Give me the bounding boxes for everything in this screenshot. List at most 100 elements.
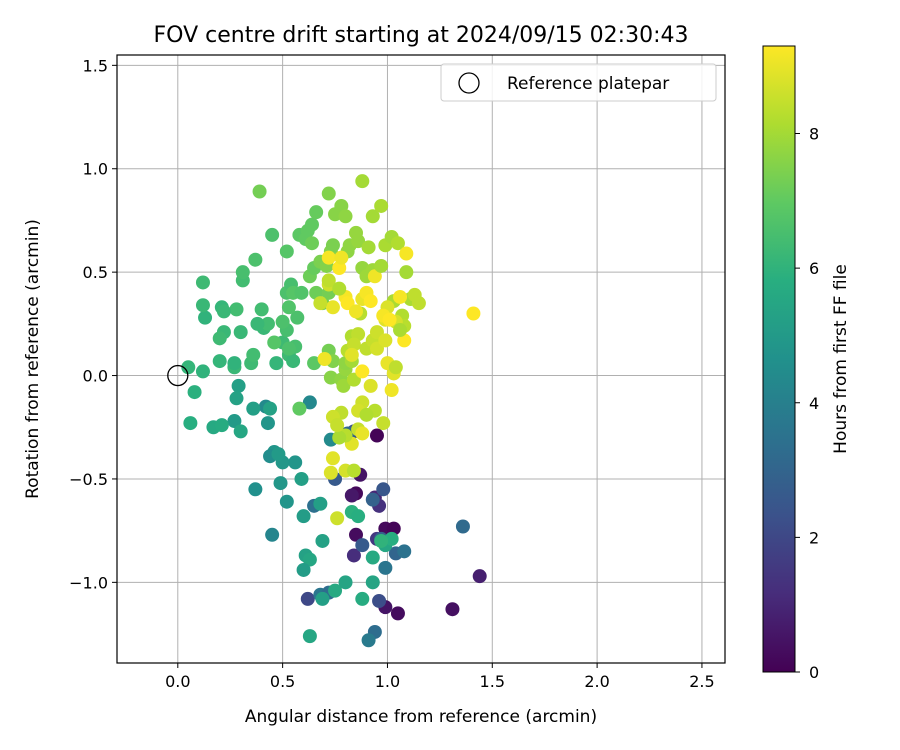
- y-tick-label: 1.5: [83, 56, 108, 75]
- data-point: [390, 606, 405, 621]
- data-point: [273, 476, 288, 491]
- data-point: [216, 304, 231, 319]
- data-point: [349, 527, 364, 542]
- data-point: [361, 633, 376, 648]
- data-point: [445, 602, 460, 617]
- data-point: [195, 298, 210, 313]
- data-point: [286, 354, 301, 369]
- data-point: [296, 509, 311, 524]
- data-point: [214, 418, 229, 433]
- data-point: [246, 401, 261, 416]
- colorbar-label: Hours from first FF file: [831, 264, 851, 454]
- data-point: [271, 447, 286, 462]
- y-tick-label: 0.0: [83, 367, 108, 386]
- data-point: [229, 391, 244, 406]
- data-point: [349, 304, 364, 319]
- y-tick-label: 1.0: [83, 160, 108, 179]
- colorbar: 0 2 4 6 8 Hours from first FF file: [762, 45, 851, 682]
- data-point: [330, 511, 345, 526]
- data-point: [183, 416, 198, 431]
- data-points: [181, 174, 487, 648]
- data-point: [246, 347, 261, 362]
- data-point: [275, 314, 290, 329]
- data-point: [302, 552, 317, 567]
- data-point: [378, 333, 393, 348]
- data-point: [346, 548, 361, 563]
- data-point: [235, 265, 250, 280]
- data-point: [325, 300, 340, 315]
- data-point: [365, 492, 380, 507]
- data-point: [304, 217, 319, 232]
- data-point: [374, 198, 389, 213]
- colorbar-tick-label: 2: [809, 528, 819, 547]
- data-point: [355, 538, 370, 553]
- data-point: [317, 352, 332, 366]
- data-point: [351, 234, 366, 249]
- colorbar-tick-label: 4: [809, 394, 819, 413]
- data-point: [231, 378, 246, 393]
- y-axis-ticks: −1.0 −0.5 0.0 0.5 1.0 1.5: [69, 56, 117, 592]
- x-axis-label: Angular distance from reference (arcmin): [245, 707, 597, 727]
- plot-frame: [116, 54, 726, 664]
- data-point: [267, 335, 282, 350]
- data-point: [304, 236, 319, 251]
- data-point: [328, 583, 343, 598]
- data-point: [315, 533, 330, 548]
- x-tick-label: 0.0: [165, 672, 190, 691]
- data-point: [369, 428, 384, 443]
- data-point: [252, 184, 267, 199]
- data-point: [309, 205, 324, 220]
- data-point: [195, 364, 210, 379]
- data-point: [269, 356, 284, 371]
- data-point: [313, 496, 328, 511]
- data-point: [355, 426, 370, 441]
- data-point: [313, 296, 328, 311]
- data-point: [399, 265, 414, 280]
- legend-marker-icon: [458, 72, 480, 94]
- y-tick-label: −1.0: [69, 573, 108, 592]
- data-point: [338, 209, 353, 224]
- data-point: [181, 360, 196, 375]
- data-point: [212, 331, 227, 346]
- data-point: [365, 209, 380, 224]
- data-point: [233, 325, 248, 340]
- x-tick-label: 1.0: [375, 672, 400, 691]
- data-point: [302, 629, 317, 644]
- data-point: [307, 356, 322, 371]
- legend-entry-label: Reference platepar: [507, 74, 669, 94]
- data-point: [265, 527, 280, 542]
- data-point: [376, 482, 391, 497]
- data-point: [344, 488, 359, 503]
- data-point: [300, 591, 315, 606]
- data-point: [336, 378, 351, 393]
- y-axis-label: Rotation from reference (arcmin): [23, 219, 43, 499]
- data-point: [344, 347, 359, 362]
- data-point: [248, 482, 263, 497]
- reference-marker: [167, 364, 189, 387]
- colorbar-tick-label: 0: [809, 663, 819, 682]
- data-point: [321, 273, 336, 288]
- data-point: [229, 302, 244, 317]
- colorbar-tick-label: 8: [809, 125, 819, 144]
- data-point: [355, 174, 370, 189]
- data-point: [346, 463, 361, 478]
- data-point: [294, 285, 309, 300]
- data-point: [254, 302, 269, 317]
- data-point: [325, 451, 340, 466]
- data-point: [363, 378, 378, 393]
- data-point: [372, 593, 387, 608]
- data-point: [248, 252, 263, 267]
- data-point: [198, 310, 213, 325]
- data-point: [279, 494, 294, 509]
- reference-point: [167, 364, 189, 387]
- data-point: [365, 575, 380, 590]
- data-point: [323, 370, 338, 385]
- data-point: [321, 250, 336, 265]
- data-point: [384, 531, 399, 546]
- data-point: [212, 354, 227, 369]
- data-point: [292, 401, 307, 416]
- data-point: [227, 356, 242, 371]
- legend: Reference platepar: [440, 63, 717, 102]
- data-point: [378, 560, 393, 575]
- data-point: [260, 316, 275, 331]
